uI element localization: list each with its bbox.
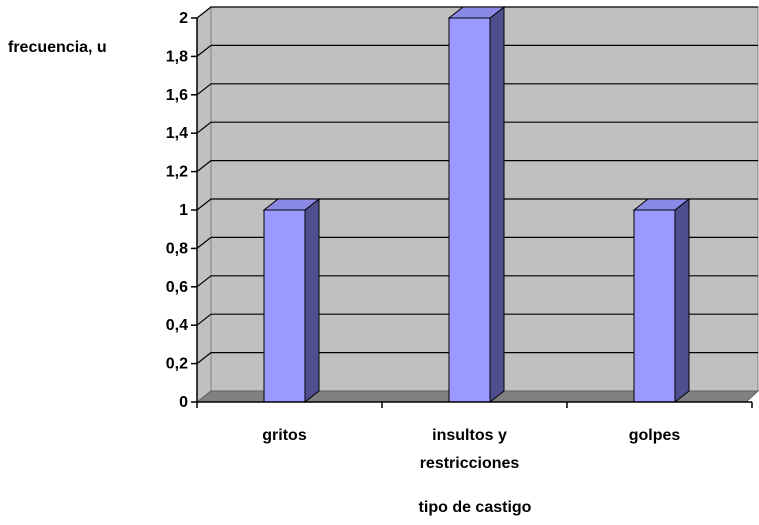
x-tick-label-line: gritos (262, 427, 307, 444)
y-tick-label: 0,6 (166, 279, 188, 296)
x-tick-label-line: golpes (629, 427, 681, 444)
bar-side-face (304, 197, 320, 404)
gridline (196, 352, 758, 365)
gridline (196, 236, 758, 249)
tick-labels: 0 0,2 0,4 0,6 0,8 1 1,2 1,4 1,6 1,8 2 gritos insulto… (166, 10, 681, 472)
x-tick-label: golpes (629, 427, 681, 444)
bar-side-face (489, 5, 505, 404)
gridlines (196, 6, 758, 365)
y-tick-label: 1,4 (166, 125, 188, 142)
y-tick-label: 0,4 (166, 317, 188, 334)
bar (447, 5, 506, 404)
bar-top-face (632, 198, 691, 211)
gridline (196, 121, 758, 134)
bar (262, 197, 321, 404)
y-tick-label: 1,2 (166, 164, 188, 181)
x-tick-label-line: insultos y (432, 427, 507, 444)
y-tick-label: 1,6 (166, 87, 188, 104)
x-tick-label-line: restricciones (420, 455, 520, 472)
bar-front-face (448, 17, 491, 403)
bar-top-face (447, 6, 506, 19)
bar-side-face (674, 197, 690, 404)
gridline (196, 6, 758, 19)
y-axis-title: frecuencia, u (8, 39, 107, 56)
y-tick-label: 2 (179, 10, 188, 27)
y-tick-label: 0,2 (166, 356, 188, 373)
axes (191, 17, 753, 408)
y-tick-label: 1 (179, 202, 188, 219)
y-tick-label: 1,8 (166, 48, 188, 65)
y-tick-label: 0 (179, 394, 188, 411)
x-axis-title: tipo de castigo (419, 499, 532, 516)
gridline (196, 160, 758, 173)
bar (632, 197, 691, 404)
gridline (196, 198, 758, 211)
bars (262, 5, 691, 404)
gridline (196, 313, 758, 326)
gridline (196, 83, 758, 96)
gridline (196, 44, 758, 57)
bar-front-face (633, 209, 676, 403)
gridline (196, 275, 758, 288)
x-tick-label: insultos y restricciones (420, 427, 520, 472)
bar-top-face (262, 198, 321, 211)
x-tick-label: gritos (262, 427, 307, 444)
y-tick-label: 0,8 (166, 240, 188, 257)
bar-front-face (263, 209, 306, 403)
